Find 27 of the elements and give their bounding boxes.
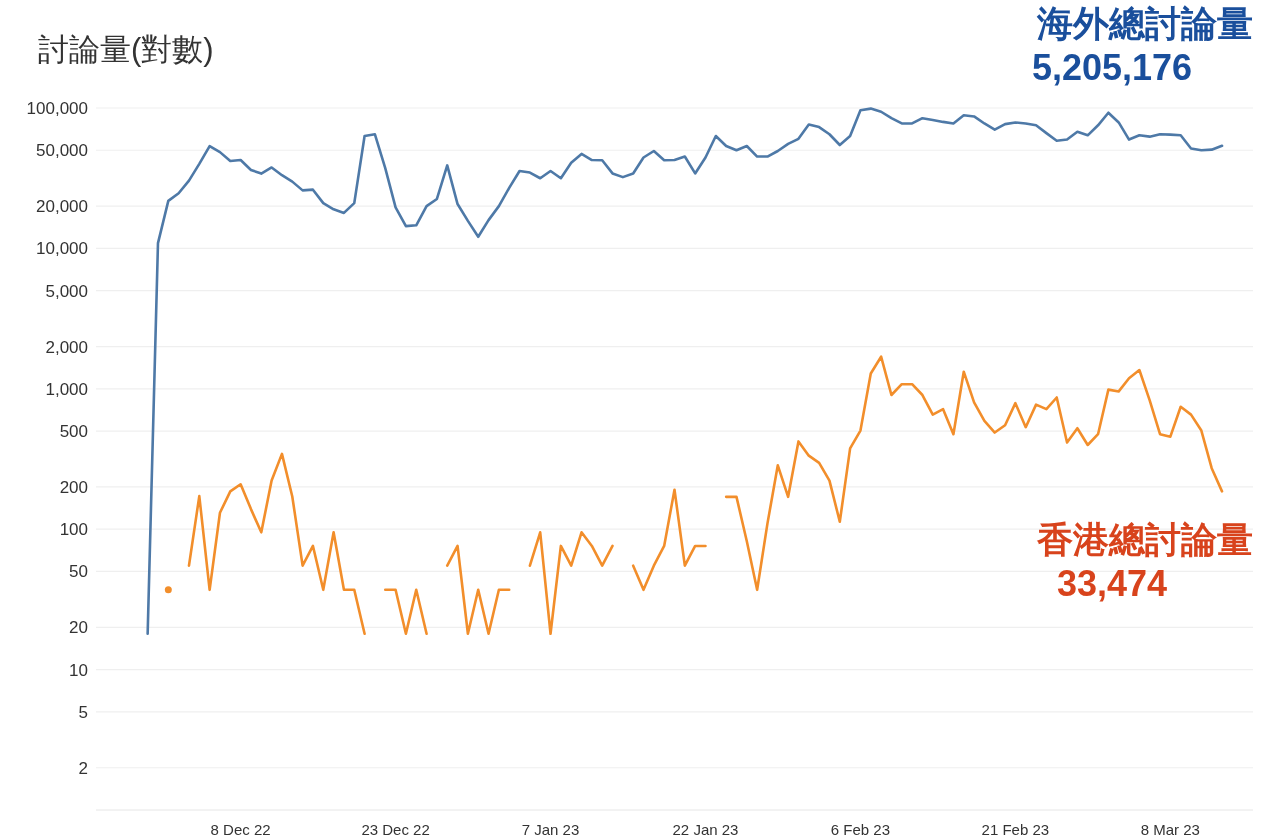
series-label: 香港總討論量: [1036, 519, 1253, 560]
y-tick-label: 50: [69, 562, 88, 582]
x-tick-label: 6 Feb 23: [830, 821, 891, 838]
y-axis-title: 討論量(對數): [38, 32, 214, 67]
y-tick-label: 50,000: [36, 141, 88, 161]
x-tick-label: 8 Dec 22: [210, 821, 271, 838]
y-tick-label: 5,000: [45, 281, 88, 301]
y-tick-label: 100,000: [26, 99, 88, 118]
y-tick-label: 10: [69, 660, 88, 680]
x-tick-label: 8 Mar 23: [1140, 821, 1200, 838]
x-tick-label: 21 Feb 23: [981, 821, 1050, 838]
y-tick-label: 500: [59, 422, 88, 442]
text: 5,205,176: [1031, 47, 1193, 88]
y-tick-label: 5: [78, 702, 88, 722]
y-tick-label: 100: [59, 520, 88, 540]
y-tick-label: 2: [78, 758, 88, 778]
y-tick-label: 20: [69, 618, 88, 638]
x-tick-label: 23 Dec 22: [361, 821, 430, 838]
y-tick-label: 1,000: [45, 379, 88, 399]
x-tick-label: 22 Jan 23: [672, 821, 739, 838]
y-tick-label: 2,000: [45, 337, 88, 357]
y-tick-label: 20,000: [36, 197, 88, 217]
x-tick-label: 7 Jan 23: [521, 821, 580, 838]
y-tick-label: 200: [59, 477, 88, 497]
text: 海外總討論量: [1036, 3, 1253, 44]
annotation: 33,474: [1056, 563, 1168, 604]
y-tick-label: 10,000: [36, 239, 88, 259]
